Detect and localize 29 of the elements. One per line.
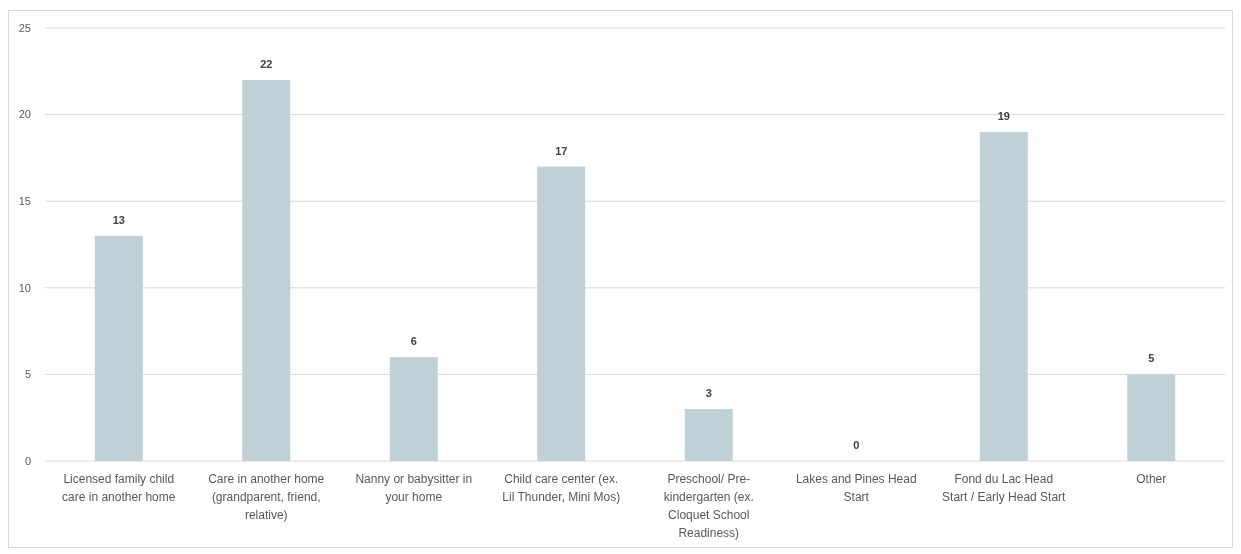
x-tick-label: Fond du Lac Head Start / Early Head Start: [942, 472, 1067, 504]
data-label: 5: [1148, 352, 1155, 365]
x-tick-label: Preschool/ Pre-kindergarten (ex. Cloquet School Readiness): [663, 472, 754, 540]
x-tick-label: Other: [1136, 472, 1167, 486]
bar: [1127, 374, 1176, 461]
x-tick-label: Nanny or babysitter in your home: [355, 472, 473, 504]
bar: [389, 357, 438, 461]
bar: [537, 166, 586, 461]
y-tick-label: 15: [18, 195, 31, 208]
x-tick-label: Licensed family child care in another home: [62, 472, 176, 504]
bar: [94, 235, 143, 461]
data-label: 17: [555, 144, 568, 157]
y-tick-label: 10: [18, 281, 31, 294]
bar: [979, 131, 1028, 461]
bar: [242, 79, 291, 461]
x-tick-label: Child care center (ex. Lil Thunder, Mini Mos): [502, 472, 621, 504]
y-tick-label: 20: [18, 108, 31, 121]
x-tick-label: Lakes and Pines Head Start: [795, 472, 917, 504]
bar: [684, 409, 733, 461]
data-label: 6: [410, 335, 417, 348]
data-label: 13: [112, 213, 125, 226]
data-label: 0: [853, 439, 860, 451]
y-tick-label: 5: [24, 368, 31, 381]
y-tick-label: 0: [24, 454, 31, 467]
data-label: 22: [260, 57, 273, 70]
y-tick-label: 25: [18, 21, 31, 34]
data-label: 19: [997, 109, 1010, 122]
data-label: 3: [705, 387, 712, 400]
x-tick-label: Care in another home (grandparent, friend, relative): [208, 472, 325, 522]
